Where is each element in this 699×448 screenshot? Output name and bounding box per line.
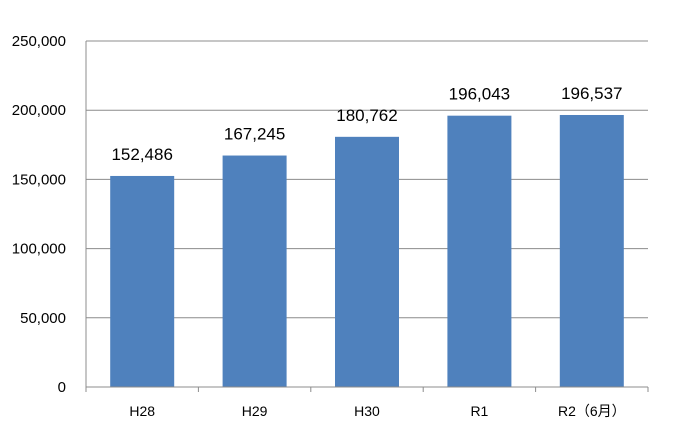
bar-1 (110, 175, 175, 387)
bar-3 (335, 136, 399, 387)
x-tick-label: R2（6月） (558, 403, 626, 419)
y-tick-label: 0 (58, 379, 66, 396)
data-label: 167,245 (224, 125, 285, 144)
bar-4 (447, 115, 512, 388)
x-tick-label: R1 (470, 403, 488, 419)
bar-2 (222, 155, 287, 387)
y-tick-label: 100,000 (12, 241, 66, 258)
data-label: 152,486 (111, 145, 172, 164)
y-tick-label: 250,000 (12, 33, 66, 50)
axes (85, 41, 649, 392)
data-label: 180,762 (336, 106, 397, 125)
data-labels: 152,486 167,245 180,762 196,043 196,537 (111, 84, 622, 164)
y-tick-label: 150,000 (12, 171, 66, 188)
y-tick-labels: 0 50,000 100,000 150,000 200,000 250,000 (12, 33, 66, 396)
x-tick-labels: H28 H29 H30 R1 R2（6月） (129, 403, 625, 419)
x-tick-label: H28 (129, 403, 155, 419)
bar-5 (559, 114, 624, 387)
x-tick-label: H30 (354, 403, 380, 419)
data-label: 196,537 (561, 84, 622, 103)
y-tick-label: 200,000 (12, 102, 66, 119)
bars (110, 114, 624, 388)
y-tick-label: 50,000 (20, 310, 66, 327)
data-label: 196,043 (449, 85, 510, 104)
x-tick-label: H29 (242, 403, 268, 419)
